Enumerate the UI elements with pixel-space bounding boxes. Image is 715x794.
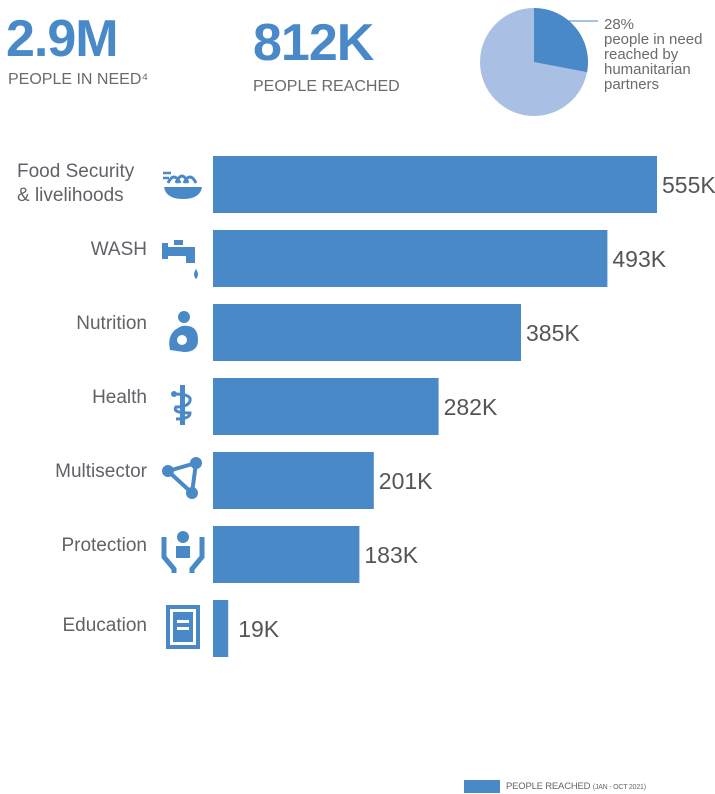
people-reached-label: PEOPLE REACHED	[253, 78, 400, 95]
category-label-4: Multisector	[55, 461, 147, 482]
category-label-6: Education	[62, 615, 147, 636]
legend-main-text: PEOPLE REACHED	[506, 781, 591, 792]
legend: PEOPLE REACHED (JAN - OCT 2021)	[464, 780, 646, 793]
category-label-2: Nutrition	[76, 313, 147, 334]
people-reached-value: 812K	[253, 14, 374, 72]
water-tap-icon	[160, 235, 206, 281]
people-in-need-value: 2.9M	[6, 10, 119, 68]
bar-5	[213, 526, 360, 583]
value-label-4: 201K	[378, 468, 433, 494]
reach-pie-chart	[480, 8, 598, 116]
bar-3	[213, 378, 439, 435]
bar-0	[213, 156, 657, 213]
document-icon	[160, 603, 206, 649]
pie-slice-reached	[534, 8, 588, 73]
value-label-3: 282K	[443, 394, 498, 420]
value-label-2: 385K	[526, 320, 580, 346]
pie-note: 28% people in need reached by humanitari…	[604, 16, 703, 93]
people-in-need-label: PEOPLE IN NEED⁴	[8, 71, 149, 88]
category-label-1: WASH	[90, 239, 147, 260]
value-label-5: 183K	[364, 542, 419, 568]
bar-2	[213, 304, 521, 361]
legend-sub-text: (JAN - OCT 2021)	[592, 784, 646, 791]
category-label-0: Food Security & livelihoods	[17, 161, 135, 206]
bar-1	[213, 230, 608, 287]
network-icon	[160, 455, 206, 501]
bar-6	[213, 600, 229, 657]
value-label-0: 555K	[662, 172, 715, 198]
category-label-5: Protection	[61, 535, 147, 556]
category-label-3: Health	[92, 387, 147, 408]
value-label-6: 19K	[238, 616, 280, 642]
value-label-1: 493K	[612, 246, 667, 272]
mother-child-icon	[160, 308, 206, 354]
sector-bar-chart	[213, 156, 657, 657]
bar-4	[213, 452, 374, 509]
protection-icon	[160, 527, 206, 573]
legend-label: PEOPLE REACHED (JAN - OCT 2021)	[506, 781, 646, 792]
wheat-bowl-icon	[160, 161, 206, 207]
health-icon	[160, 382, 206, 428]
legend-swatch	[464, 780, 500, 793]
